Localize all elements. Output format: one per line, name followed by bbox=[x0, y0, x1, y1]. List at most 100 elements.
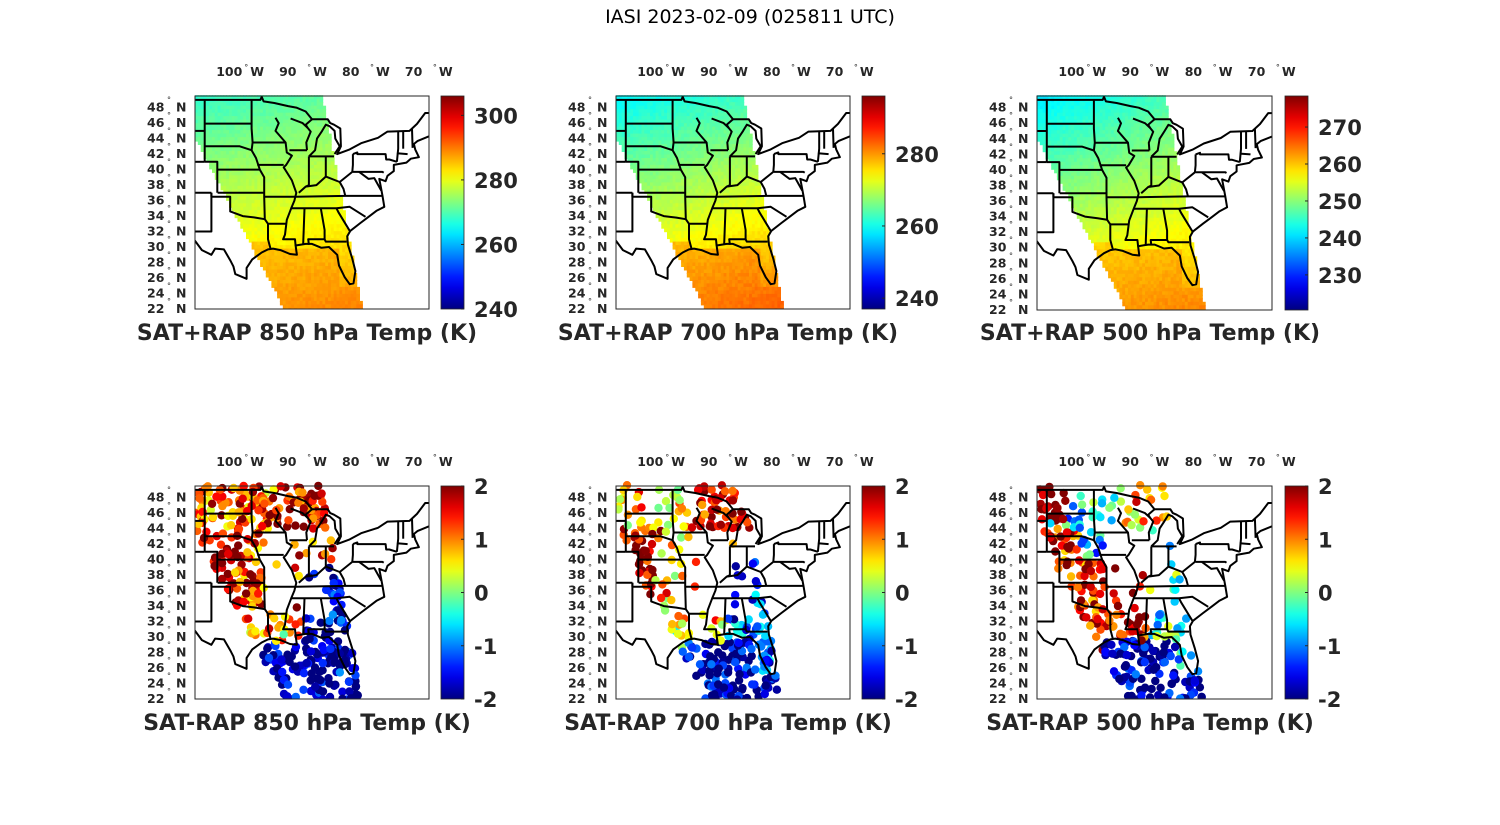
field-cell bbox=[240, 109, 244, 114]
field-cell bbox=[740, 293, 745, 299]
field-cell bbox=[302, 297, 307, 302]
field-cell bbox=[271, 151, 276, 156]
field-cell bbox=[729, 168, 733, 173]
field-cell bbox=[342, 280, 346, 285]
field-cell bbox=[715, 210, 719, 215]
field-cell bbox=[237, 102, 242, 107]
field-cell bbox=[760, 203, 765, 208]
field-cell bbox=[681, 137, 685, 142]
field-cell bbox=[703, 144, 708, 149]
field-cell bbox=[675, 133, 680, 139]
field-cell bbox=[737, 220, 742, 226]
field-cell bbox=[689, 227, 694, 233]
colorbar-tick-label: 240 bbox=[474, 298, 518, 322]
field-cell bbox=[749, 293, 753, 299]
field-cell bbox=[313, 109, 318, 114]
field-cell bbox=[220, 109, 225, 114]
field-cell bbox=[316, 112, 321, 118]
field-cell bbox=[678, 147, 682, 152]
field-cell bbox=[350, 307, 355, 309]
field-cell bbox=[342, 262, 346, 267]
field-cell bbox=[257, 175, 261, 180]
field-cell bbox=[647, 196, 651, 201]
field-cell bbox=[732, 252, 736, 257]
field-cell bbox=[330, 273, 335, 278]
field-cell bbox=[661, 140, 665, 145]
field-cell bbox=[760, 241, 765, 247]
field-cell bbox=[325, 304, 329, 309]
field-cell bbox=[251, 220, 256, 226]
field-cell bbox=[698, 255, 702, 261]
field-cell bbox=[709, 227, 714, 233]
field-cell bbox=[712, 168, 716, 173]
field-cell bbox=[717, 151, 722, 156]
field-cell bbox=[325, 192, 329, 198]
field-cell bbox=[254, 112, 259, 118]
field-cell bbox=[644, 105, 648, 111]
field-cell bbox=[257, 171, 261, 177]
field-cell bbox=[342, 307, 346, 309]
field-cell bbox=[212, 137, 216, 142]
field-cell bbox=[686, 210, 691, 215]
field-cell bbox=[672, 178, 677, 184]
field-cell bbox=[305, 95, 310, 100]
field-cell bbox=[734, 164, 739, 170]
field-cell bbox=[675, 224, 680, 229]
field-cell bbox=[689, 196, 694, 201]
field-cell bbox=[313, 234, 318, 240]
field-cell bbox=[715, 234, 719, 240]
field-cell bbox=[223, 105, 227, 111]
field-cell bbox=[229, 175, 233, 180]
field-cell bbox=[319, 220, 324, 226]
field-cell bbox=[746, 293, 750, 299]
field-cell bbox=[260, 151, 264, 156]
field-cell bbox=[669, 178, 674, 184]
field-cell bbox=[706, 297, 711, 302]
field-cell bbox=[746, 147, 750, 152]
field-cell bbox=[675, 112, 680, 118]
field-cell bbox=[706, 175, 711, 180]
field-cell bbox=[655, 130, 660, 135]
field-cell bbox=[305, 227, 310, 233]
field-cell bbox=[734, 168, 739, 173]
field-cell bbox=[723, 259, 728, 264]
field-cell bbox=[726, 304, 731, 309]
field-cell bbox=[271, 206, 276, 212]
field-cell bbox=[288, 283, 293, 288]
field-cell bbox=[709, 266, 714, 271]
field-cell bbox=[675, 116, 680, 121]
field-cell bbox=[692, 119, 697, 125]
field-cell bbox=[664, 119, 668, 125]
field-cell bbox=[308, 255, 312, 261]
field-cell bbox=[749, 304, 753, 309]
field-cell bbox=[630, 98, 634, 104]
field-cell bbox=[350, 297, 355, 302]
state-border bbox=[411, 128, 414, 148]
field-cell bbox=[229, 98, 233, 104]
field-cell bbox=[743, 119, 748, 125]
field-cell bbox=[740, 269, 745, 274]
field-cell bbox=[330, 290, 335, 295]
field-cell bbox=[209, 102, 213, 107]
field-cell bbox=[311, 224, 315, 229]
colorbar-tick-label: 260 bbox=[474, 234, 518, 258]
field-cell bbox=[319, 297, 324, 302]
field-cell bbox=[279, 300, 284, 306]
field-cell bbox=[661, 151, 665, 156]
field-cell bbox=[695, 276, 699, 281]
field-cell bbox=[678, 95, 682, 100]
field-cell bbox=[299, 154, 304, 159]
field-cell bbox=[302, 266, 307, 271]
field-cell bbox=[268, 273, 273, 278]
field-cell bbox=[743, 112, 748, 118]
field-cell bbox=[723, 248, 728, 254]
state-border bbox=[744, 238, 768, 243]
state-boundaries bbox=[195, 95, 429, 286]
field-cell bbox=[723, 273, 728, 278]
field-cell bbox=[231, 171, 236, 177]
field-cell bbox=[316, 276, 321, 281]
field-cell bbox=[231, 161, 236, 166]
field-cell bbox=[698, 95, 702, 100]
field-cell bbox=[672, 147, 677, 152]
field-cell bbox=[700, 293, 705, 299]
